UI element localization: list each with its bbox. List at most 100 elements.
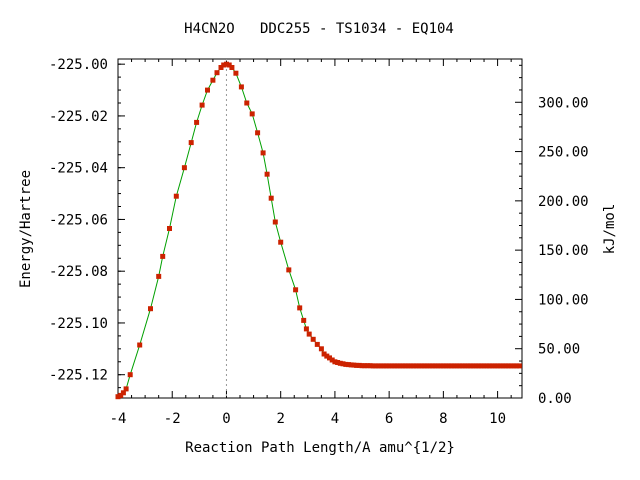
data-point (413, 363, 419, 369)
data-point (293, 287, 299, 293)
data-point (511, 363, 517, 369)
data-point (454, 363, 460, 369)
data-point (449, 363, 454, 369)
data-point (218, 65, 224, 70)
data-point (310, 336, 316, 342)
data-point (224, 61, 229, 67)
y-tick-label: -225.10 (49, 316, 108, 332)
ticks-layer: -4 -2 0 2 4 6 8 10 -225.00 -225.02 -225.04 -225.06 -… (49, 57, 589, 427)
data-point (430, 363, 435, 369)
data-point (181, 165, 187, 171)
data-point (468, 363, 473, 369)
data-point (495, 363, 501, 369)
x-tick-label: -4 (110, 411, 127, 427)
data-point (359, 363, 365, 369)
y-axis-title: Energy/Hartree (18, 170, 34, 288)
data-point (389, 363, 395, 369)
data-point (386, 363, 392, 369)
data-point (416, 363, 422, 369)
data-point (340, 361, 346, 367)
data-point (173, 193, 179, 199)
x-tick-label: 4 (331, 411, 339, 427)
data-point (205, 87, 210, 93)
data-point (419, 363, 425, 369)
data-point (303, 326, 309, 332)
data-point (238, 84, 244, 90)
data-point (199, 102, 205, 108)
data-point (375, 363, 381, 369)
data-point (301, 317, 307, 323)
data-point (335, 360, 341, 365)
data-point (264, 171, 270, 177)
y2-tick-label: 100.00 (538, 292, 589, 308)
data-point (503, 363, 509, 369)
data-point (362, 363, 368, 369)
data-point (327, 355, 332, 361)
y2-tick-label: 150.00 (538, 243, 589, 259)
data-point (432, 363, 438, 369)
data-point (156, 273, 162, 279)
data-point (260, 150, 266, 156)
data-point (492, 363, 498, 369)
y2-tick-label: 200.00 (538, 194, 589, 210)
data-point (332, 359, 338, 365)
data-point (400, 363, 406, 369)
data-point (443, 363, 449, 369)
data-point (427, 363, 433, 369)
data-point (318, 346, 324, 352)
data-point (489, 363, 495, 369)
x-tick-label: 10 (489, 411, 506, 427)
data-point (167, 226, 172, 231)
plot-frame (117, 58, 523, 399)
data-point (497, 363, 503, 369)
data-point (229, 65, 235, 70)
data-point (500, 363, 506, 369)
data-point (383, 363, 389, 369)
data-point (373, 363, 379, 369)
data-point (346, 362, 351, 368)
y-tick-label: -225.06 (49, 212, 108, 228)
data-point (405, 363, 411, 369)
data-point (188, 140, 194, 146)
data-point (278, 239, 284, 245)
data-point (321, 351, 327, 357)
data-point (487, 363, 492, 369)
data-point (324, 353, 330, 359)
data-point (438, 363, 444, 369)
data-point (120, 390, 126, 396)
data-point (226, 62, 232, 68)
data-point (421, 363, 427, 369)
y-tick-label: -225.04 (49, 161, 108, 177)
data-point (394, 363, 400, 369)
data-point (210, 77, 216, 83)
data-point (137, 342, 143, 348)
data-point (484, 363, 490, 369)
data-point (514, 363, 520, 369)
x-axis-title: Reaction Path Length/A amu^{1/2} (185, 440, 455, 456)
data-point (272, 219, 278, 225)
data-point (392, 363, 398, 369)
y2-tick-label: 250.00 (538, 145, 589, 161)
data-point (123, 386, 129, 392)
data-point (478, 363, 484, 369)
data-point (424, 363, 430, 369)
data-point (329, 357, 335, 363)
data-point (508, 363, 514, 369)
y2-tick-label: 300.00 (538, 95, 589, 111)
y-tick-label: -225.08 (49, 264, 108, 280)
data-point (408, 363, 414, 369)
data-point (364, 363, 370, 369)
data-point (314, 341, 320, 347)
data-point (148, 306, 153, 312)
data-point (354, 362, 360, 368)
y-tick-label: -225.00 (49, 57, 108, 73)
data-point (367, 363, 373, 369)
data-point (451, 363, 457, 369)
data-point (370, 363, 376, 369)
data-point (440, 363, 446, 369)
data-point (249, 111, 255, 117)
data-point (221, 62, 227, 68)
axes-layer (117, 58, 523, 399)
x-tick-label: 6 (385, 411, 393, 427)
data-point (255, 130, 261, 136)
